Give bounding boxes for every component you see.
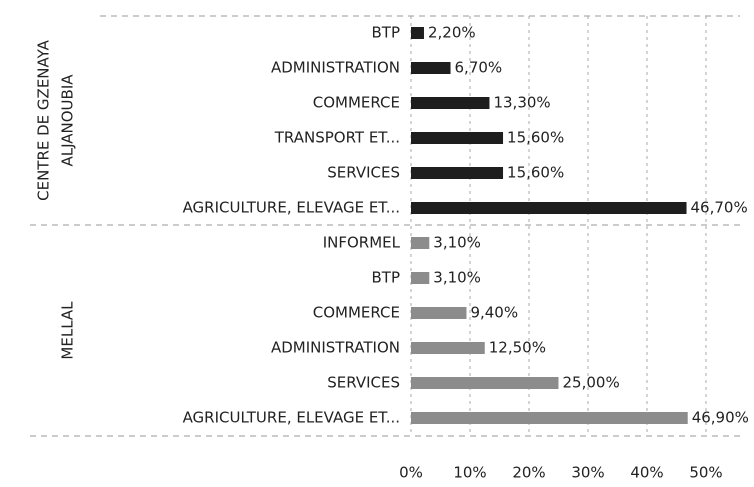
bar (411, 132, 504, 144)
category-label: COMMERCE (313, 94, 400, 112)
value-label: 2,20% (428, 24, 476, 42)
value-label: 25,00% (563, 374, 620, 392)
bar (411, 272, 430, 284)
x-tick-label: 50% (689, 464, 722, 482)
category-label: TRANSPORT ET... (274, 129, 400, 147)
category-label: AGRICULTURE, ELEVAGE ET... (183, 409, 400, 427)
value-label: 3,10% (433, 269, 481, 287)
value-label: 46,90% (692, 409, 749, 427)
category-label: ADMINISTRATION (271, 339, 400, 357)
bar (411, 167, 504, 179)
bar (411, 307, 467, 319)
bar (411, 412, 688, 424)
value-label: 15,60% (507, 129, 564, 147)
value-label: 46,70% (691, 199, 748, 217)
bar (411, 377, 559, 389)
bar (411, 62, 451, 74)
category-label: INFORMEL (323, 234, 401, 252)
category-label: BTP (372, 269, 401, 287)
category-label: SERVICES (327, 374, 400, 392)
x-tick-label: 10% (453, 464, 486, 482)
value-label: 13,30% (493, 94, 550, 112)
group-label: MELLAL (59, 301, 77, 360)
bar (411, 97, 490, 109)
value-label: 9,40% (470, 304, 518, 322)
bar (411, 27, 424, 39)
x-tick-label: 0% (399, 464, 423, 482)
group-label: CENTRE DE GZENAYA (35, 39, 53, 200)
x-tick-label: 30% (571, 464, 604, 482)
x-tick-label: 20% (512, 464, 545, 482)
value-label: 6,70% (455, 59, 503, 77)
bar (411, 237, 430, 249)
bar (411, 202, 687, 214)
group-label: ALJANOUBIA (59, 74, 77, 167)
category-label: SERVICES (327, 164, 400, 182)
category-label: AGRICULTURE, ELEVAGE ET... (183, 199, 400, 217)
value-label: 12,50% (489, 339, 546, 357)
value-label: 15,60% (507, 164, 564, 182)
category-label: ADMINISTRATION (271, 59, 400, 77)
category-label: BTP (372, 24, 401, 42)
value-label: 3,10% (433, 234, 481, 252)
x-tick-label: 40% (630, 464, 663, 482)
category-label: COMMERCE (313, 304, 400, 322)
bar (411, 342, 485, 354)
